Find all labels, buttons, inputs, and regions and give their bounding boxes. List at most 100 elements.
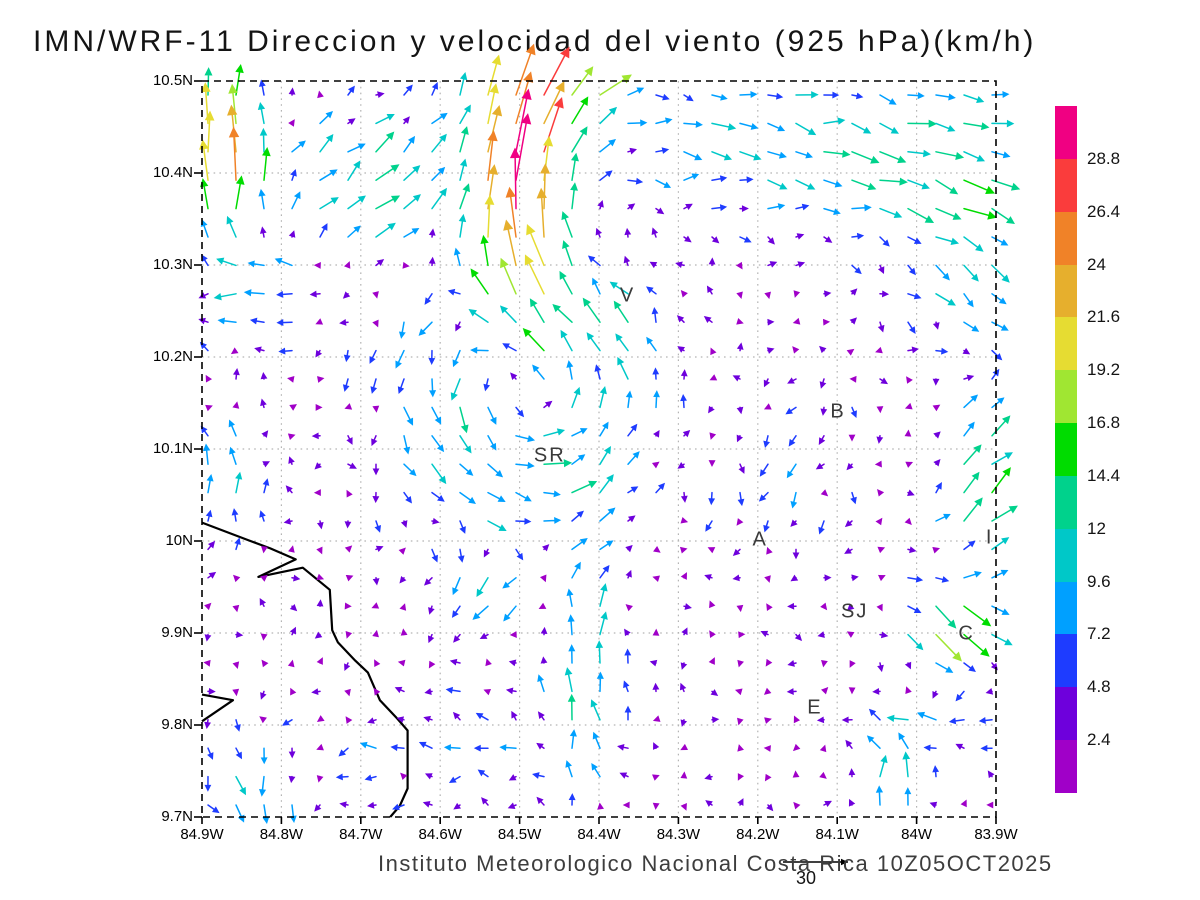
y-axis-tick-label: 9.7N [161,808,193,825]
wind-arrow [316,657,323,665]
wind-arrow [923,744,937,752]
wind-arrow [763,520,770,533]
colorbar-segment [1055,687,1077,741]
wind-arrow [315,318,324,325]
wind-arrow [680,290,688,298]
wind-arrow [428,228,436,238]
wind-arrow [235,631,244,639]
wind-arrow [763,687,772,695]
wind-arrow [763,435,770,449]
colorbar-tick-label: 28.8 [1087,148,1121,168]
wind-arrow [235,747,243,760]
wind-arrow [477,769,489,778]
wind-arrow [228,419,237,437]
wind-arrow [592,731,601,749]
wind-arrow [795,261,806,268]
wind-arrow [907,489,915,496]
wind-arrow [347,462,357,469]
wind-arrow [708,657,715,665]
wind-arrow [846,631,855,638]
wind-arrow [878,574,886,582]
wind-arrow [739,122,759,130]
wind-arrow [846,348,855,356]
x-axis-tick-label: 84.4W [577,826,621,843]
wind-arrow [447,288,461,296]
wind-arrow [679,682,687,693]
wind-arrow [624,227,632,238]
wind-arrow [431,112,448,125]
wind-arrow [823,117,846,125]
wind-arrow [586,332,601,352]
wind-arrow [963,264,979,282]
wind-arrow [289,604,298,612]
wind-arrow [235,804,245,823]
wind-arrow [258,188,266,210]
wind-arrow [792,548,800,560]
wind-arrow [235,471,243,494]
wind-arrow [963,570,982,579]
wind-arrow [707,547,716,554]
wind-arrow [199,139,209,181]
wind-arrow [850,406,857,418]
colorbar-tick-label: 7.2 [1087,624,1111,644]
wind-arrow [619,772,629,779]
wind-arrow [344,520,352,529]
wind-arrow [732,574,741,582]
wind-arrow [205,374,213,383]
wind-arrow [290,169,297,181]
wind-arrow [543,400,553,409]
wind-arrow [845,739,853,749]
wind-arrow [582,297,601,323]
wind-arrow [540,626,548,636]
wind-arrow [935,513,951,522]
wind-arrow [537,711,545,721]
wind-arrow [453,633,461,643]
wind-arrow [879,207,903,219]
wind-arrow [468,309,489,323]
wind-arrow [935,633,962,662]
wind-arrow [703,316,713,323]
wind-arrow [288,230,296,238]
wind-arrow [319,223,328,238]
wind-arrow [371,602,380,609]
wind-arrow [821,686,829,695]
wind-arrow [876,603,883,612]
x-axis-tick-label: 84.1W [815,826,859,843]
wind-arrow [571,428,588,437]
wind-arrow [739,236,752,243]
colorbar-segment [1055,740,1077,793]
wind-arrow [627,119,648,127]
wind-arrow [261,545,268,554]
wind-arrow [338,747,349,757]
wind-arrow [933,431,941,439]
wind-arrow [403,491,412,504]
wind-arrow [704,574,713,581]
wind-arrow [559,270,573,295]
colorbar-segment [1055,528,1077,582]
wind-arrow [904,429,912,437]
wind-arrow [470,268,489,295]
y-axis-tick-label: 10.5N [152,72,193,89]
wind-arrow [345,716,353,724]
wind-arrow [963,497,983,522]
wind-arrow [287,659,295,668]
wind-arrow [764,291,771,300]
wind-arrow [319,111,334,125]
wind-arrow [792,346,800,354]
wind-arrow [851,92,864,100]
wind-arrow [502,343,517,352]
wind-arrow [539,574,547,583]
wind-arrow [711,122,737,131]
wind-arrow [317,376,325,383]
wind-arrow [649,261,658,269]
x-axis-tick-label: 84.8W [259,826,304,843]
wind-arrow [991,349,1003,361]
wind-arrow [907,633,924,651]
wind-arrow [276,291,293,298]
wind-arrow [739,151,762,161]
wind-arrow [345,574,354,582]
wind-arrow [767,92,784,100]
wind-arrow [991,415,1011,437]
wind-arrow [276,319,293,326]
